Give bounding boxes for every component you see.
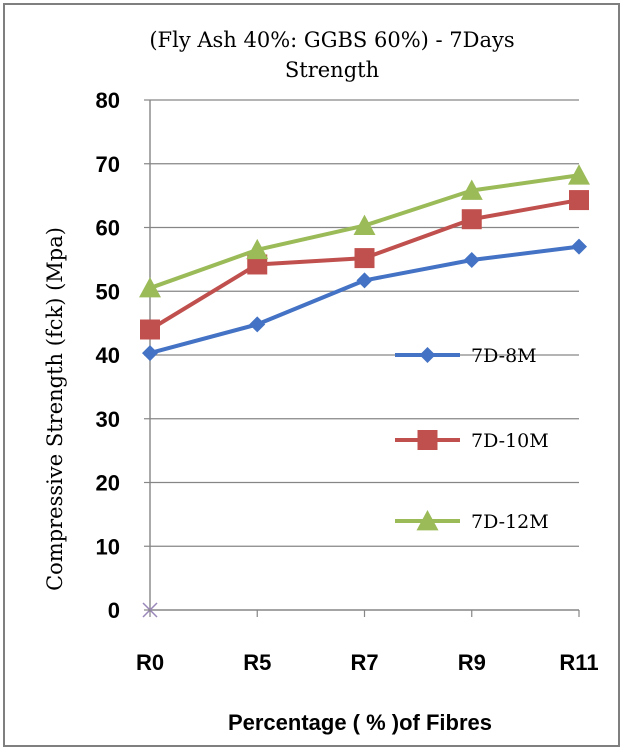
- data-point-7D-10M-R9: [461, 209, 482, 230]
- data-point-7D-10M-R5: [247, 254, 268, 275]
- legend-item-7D-10M: 7D-10M: [395, 430, 549, 452]
- chart-title-line-2: Strength: [285, 58, 379, 82]
- chart-title: (Fly Ash 40%: GGBS 60%) - 7Days Strength: [149, 28, 514, 82]
- legend-label-7D-8M: 7D-8M: [471, 345, 537, 367]
- series-7D-12M: [139, 164, 590, 298]
- legend-label-7D-10M: 7D-10M: [471, 430, 549, 452]
- legend-marker-7D-10M: [417, 430, 438, 450]
- y-tick-label-60: 60: [96, 216, 120, 241]
- data-point-7D-12M-R9: [460, 179, 483, 200]
- y-axis-label: Compressive Strength (fck) (Mpa): [43, 227, 67, 591]
- legend-marker-7D-8M: [419, 347, 436, 363]
- x-axis-ticks: R0 R5 R7 R9 R11: [136, 610, 599, 675]
- legend: 7D-8M 7D-10M 7D-12M: [395, 345, 549, 533]
- data-point-7D-12M-R7: [353, 214, 376, 235]
- data-point-7D-8M-R9: [463, 252, 480, 269]
- y-axis-ticks: 0 10 20 30 40 50 60 70 80: [96, 88, 150, 623]
- y-tick-label-30: 30: [96, 407, 120, 432]
- data-point-7D-8M-R11: [571, 238, 587, 255]
- series-7D-10M: [140, 190, 589, 340]
- y-tick-label-10: 10: [96, 534, 120, 559]
- x-tick-label-R9: R9: [458, 650, 486, 675]
- data-point-7D-10M-R7: [354, 248, 375, 269]
- data-point-7D-10M-R0: [140, 319, 160, 340]
- gridlines: [150, 99, 579, 547]
- data-point-7D-8M-R7: [356, 272, 373, 289]
- chart-title-line-1: (Fly Ash 40%: GGBS 60%) - 7Days: [149, 28, 514, 52]
- y-tick-label-0: 0: [108, 598, 120, 623]
- y-tick-label-40: 40: [96, 343, 120, 368]
- legend-item-7D-8M: 7D-8M: [395, 345, 537, 367]
- data-point-7D-12M-R5: [246, 238, 269, 260]
- chart-frame: (Fly Ash 40%: GGBS 60%) - 7Days Strength…: [3, 3, 620, 747]
- y-tick-label-80: 80: [96, 88, 120, 113]
- y-tick-label-20: 20: [96, 471, 120, 496]
- data-point-7D-10M-R11: [569, 190, 589, 211]
- x-tick-label-R5: R5: [243, 650, 271, 675]
- legend-marker-7D-12M: [416, 510, 439, 531]
- series-7D-8M: [142, 238, 587, 362]
- data-point-7D-8M-R0: [142, 345, 158, 362]
- legend-item-7D-12M: 7D-12M: [395, 510, 549, 533]
- data-point-7D-8M-R5: [249, 316, 266, 333]
- x-tick-label-R0: R0: [136, 650, 164, 675]
- x-axis-label: Percentage ( % )of Fibres: [228, 710, 492, 735]
- y-tick-label-70: 70: [96, 152, 120, 177]
- data-point-7D-12M-R0: [139, 277, 161, 298]
- data-point-7D-12M-R11: [568, 164, 590, 185]
- y-tick-label-50: 50: [96, 279, 120, 304]
- x-tick-label-R7: R7: [350, 650, 378, 675]
- chart-canvas: (Fly Ash 40%: GGBS 60%) - 7Days Strength…: [43, 28, 599, 735]
- plot-series: [139, 164, 590, 362]
- x-tick-label-R11: R11: [559, 650, 598, 675]
- legend-label-7D-12M: 7D-12M: [471, 511, 549, 533]
